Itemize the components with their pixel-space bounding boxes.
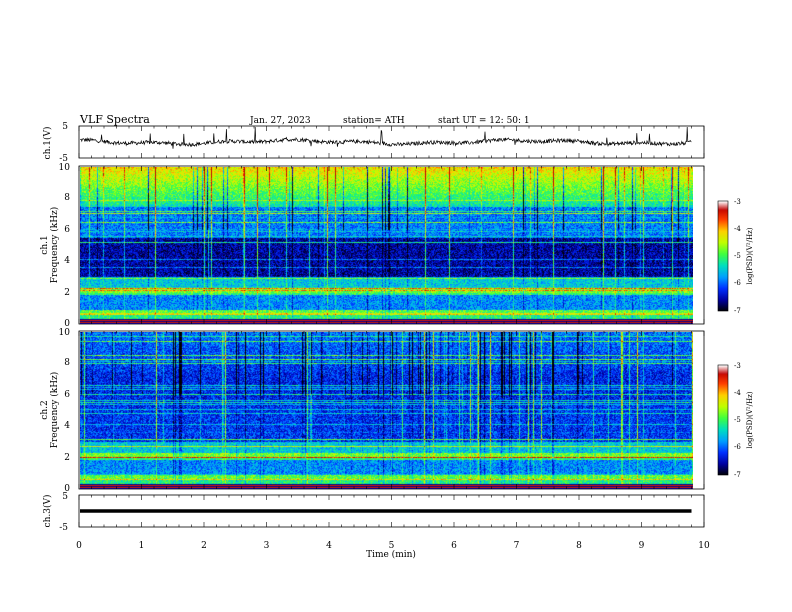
ch2-cbar-tick-m6: -6 [734, 443, 741, 451]
time-tick-5: 5 [389, 541, 395, 551]
ch2-colorbar-wrap [718, 365, 728, 475]
time-tick-4: 4 [326, 541, 332, 551]
ch1-spectrogram-ticks [78, 166, 705, 324]
ch2-spectrogram-heatmap [79, 331, 693, 489]
ch2-frequency-tick-labels: 0 2 4 6 8 10 [59, 328, 71, 494]
ch1-cbar-tick-m7: -7 [734, 307, 741, 315]
ch2-freq-tick-0: 0 [64, 484, 70, 494]
date-label: Jan. 27, 2023 [249, 116, 311, 126]
ch2-spectrogram-panel: 0 2 4 6 8 10 ch.2 Frequency (kHz) [40, 328, 705, 494]
ch1-colorbar-gradient [718, 201, 728, 311]
time-tick-10: 10 [698, 541, 710, 551]
station-label: station= ATH [343, 116, 405, 126]
start-time-label: start UT = 12: 50: 1 [438, 116, 530, 126]
ch1-freq-tick-10: 10 [59, 163, 71, 173]
ch1-spectrogram-image-wrap [79, 166, 693, 324]
ch1-colorbar: -3 -4 -5 -6 -7 log(PSD)(V²/Hz) [717, 198, 754, 315]
ch1-spectrogram-heatmap [79, 166, 693, 324]
ch1-cbar-tick-m3: -3 [734, 198, 741, 206]
time-tick-9: 9 [639, 541, 645, 551]
ch2-cbar-tick-m4: -4 [734, 389, 741, 397]
ch2-spectrogram-ticks [78, 331, 705, 489]
ch1-waveform-ylabel: ch.1(V) [42, 127, 53, 160]
ch3-waveform-ticks [78, 495, 705, 527]
ch1-freq-tick-8: 8 [64, 193, 70, 203]
ch3-ytick-bottom: -5 [59, 523, 68, 533]
ch1-spectrogram-panel: 0 2 4 6 8 10 ch.1 Frequency (kHz) [40, 163, 705, 329]
ch2-freq-tick-10: 10 [59, 328, 71, 338]
ch1-cbar-tick-m6: -6 [734, 279, 741, 287]
ch1-ytick-bottom: -5 [59, 154, 68, 164]
time-axis-tick-labels: 0 1 2 3 4 5 6 7 8 9 10 [76, 541, 710, 551]
ch1-frequency-tick-labels: 0 2 4 6 8 10 [59, 163, 71, 329]
figure-title: VLF Spectra [79, 113, 150, 126]
ch2-spectrogram-image-wrap [79, 331, 693, 489]
ch1-cbar-tick-m5: -5 [734, 252, 741, 260]
time-tick-3: 3 [264, 541, 270, 551]
ch1-freq-tick-6: 6 [64, 225, 70, 235]
ch1-waveform-ticks [78, 126, 705, 158]
ch2-colorbar-frame [717, 364, 729, 476]
ch1-colorbar-wrap [718, 201, 728, 311]
ch2-cbar-tick-m3: -3 [734, 362, 741, 370]
ch2-colorbar: -3 -4 -5 -6 -7 log(PSD)(V²/Hz) [717, 362, 754, 479]
ch2-freq-tick-6: 6 [64, 390, 70, 400]
ch2-freq-tick-2: 2 [64, 453, 70, 463]
ch2-frequency-ylabel: Frequency (kHz) [49, 372, 60, 449]
ch2-colorbar-gradient [718, 365, 728, 475]
ch1-ytick-top: 5 [62, 122, 68, 132]
ch2-freq-tick-8: 8 [64, 358, 70, 368]
time-axis-label: Time (min) [366, 549, 416, 560]
ch1-frequency-ylabel: Frequency (kHz) [49, 207, 60, 284]
ch1-colorbar-frame [717, 200, 729, 312]
ch1-freq-tick-0: 0 [64, 319, 70, 329]
ch2-channel-label: ch.2 [40, 400, 50, 419]
ch1-cbar-tick-m4: -4 [734, 225, 741, 233]
time-tick-7: 7 [514, 541, 520, 551]
ch2-cbar-tick-m7: -7 [734, 471, 741, 479]
time-tick-1: 1 [139, 541, 145, 551]
ch3-ytick-top: 5 [62, 492, 68, 502]
ch1-channel-label: ch.1 [40, 235, 50, 254]
ch1-colorbar-label: log(PSD)(V²/Hz) [746, 227, 754, 284]
time-tick-0: 0 [76, 541, 82, 551]
time-tick-2: 2 [201, 541, 207, 551]
ch1-freq-tick-2: 2 [64, 288, 70, 298]
ch2-colorbar-label: log(PSD)(V²/Hz) [746, 391, 754, 448]
ch2-freq-tick-4: 4 [64, 421, 70, 431]
ch1-waveform-panel: 5 -5 ch.1(V) [42, 122, 705, 164]
ch1-freq-tick-4: 4 [64, 256, 70, 266]
ch3-waveform-ylabel: ch.3(V) [42, 495, 53, 528]
ch1-waveform-trace [80, 126, 692, 149]
ch2-cbar-tick-m5: -5 [734, 416, 741, 424]
time-tick-8: 8 [576, 541, 582, 551]
ch3-waveform-panel: 5 -5 ch.3(V) [42, 492, 705, 533]
time-tick-6: 6 [451, 541, 457, 551]
